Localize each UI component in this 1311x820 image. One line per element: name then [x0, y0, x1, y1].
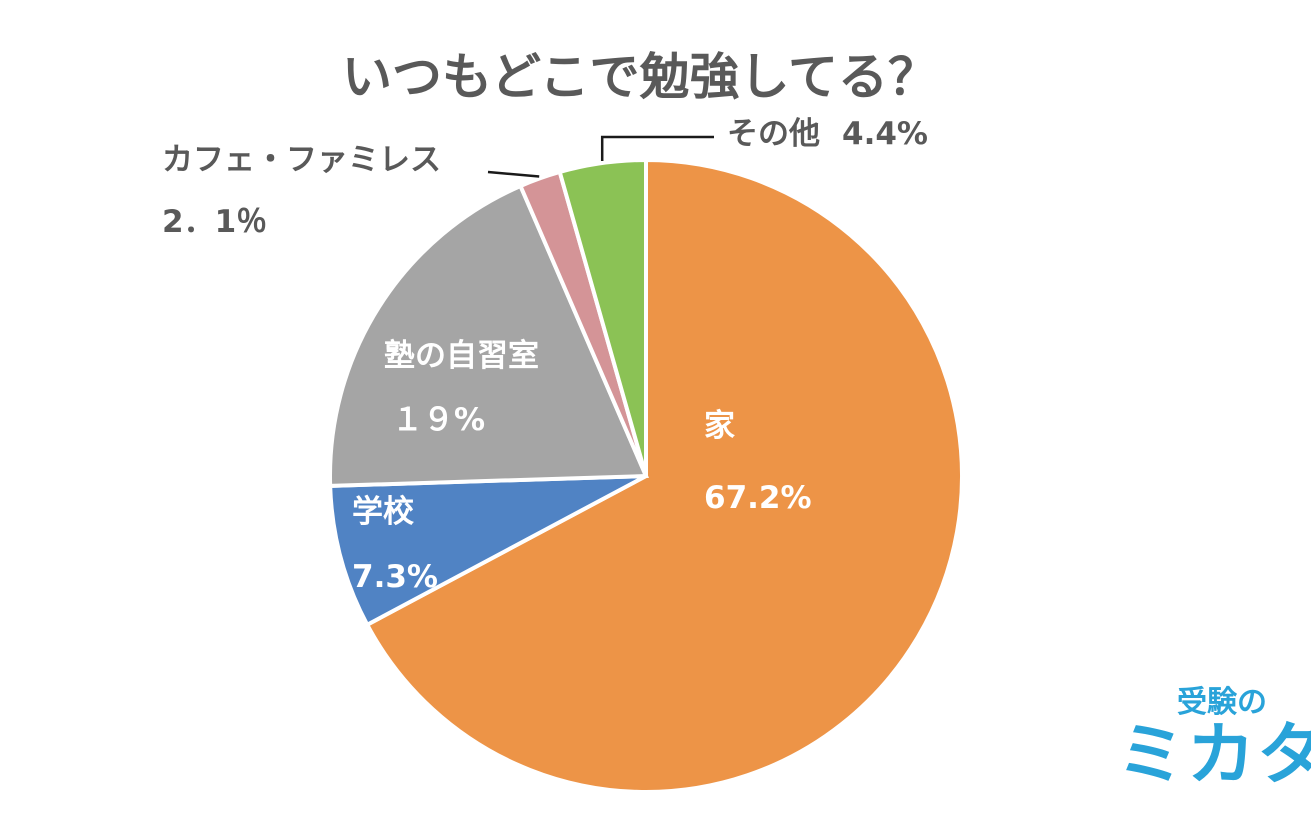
- chart-title: いつもどこで勉強してる？: [342, 48, 938, 106]
- pie-slice-1: [328, 474, 647, 628]
- slice-value-0: 67.2%: [704, 480, 812, 516]
- slice-name-0: 家: [704, 408, 735, 444]
- leader-line-3: [487, 170, 540, 178]
- slice-label-4: その他 4.4%: [727, 116, 928, 152]
- slice-value-4: 4.4%: [842, 116, 928, 152]
- slice-labels: 家 67.2% 学校 7.3% 塾の自習室 １９% カフェ・ファミレス 2．1％ その他 4.4%: [162, 116, 928, 595]
- logo-text-main: ミカタ: [1117, 716, 1311, 795]
- slice-name-4: その他: [727, 116, 820, 152]
- pie-slice-2: [328, 183, 650, 488]
- logo-text-top: 受験の: [1177, 685, 1267, 720]
- slice-name-1: 学校: [352, 494, 414, 530]
- pie-slices: [328, 157, 964, 794]
- slice-value-1: 7.3%: [352, 559, 438, 595]
- slice-name-3: カフェ・ファミレス: [162, 142, 441, 178]
- leader-line-4: [600, 135, 714, 161]
- leader-lines: [487, 135, 714, 178]
- brand-logo: 受験の ミカタ: [1117, 685, 1311, 795]
- slice-value-3: 2．1％: [162, 204, 267, 240]
- pie-slice-4: [557, 157, 648, 477]
- slice-name-2: 塾の自習室: [384, 338, 539, 374]
- slice-value-2: １９%: [392, 402, 485, 438]
- pie-slice-0: [364, 157, 964, 794]
